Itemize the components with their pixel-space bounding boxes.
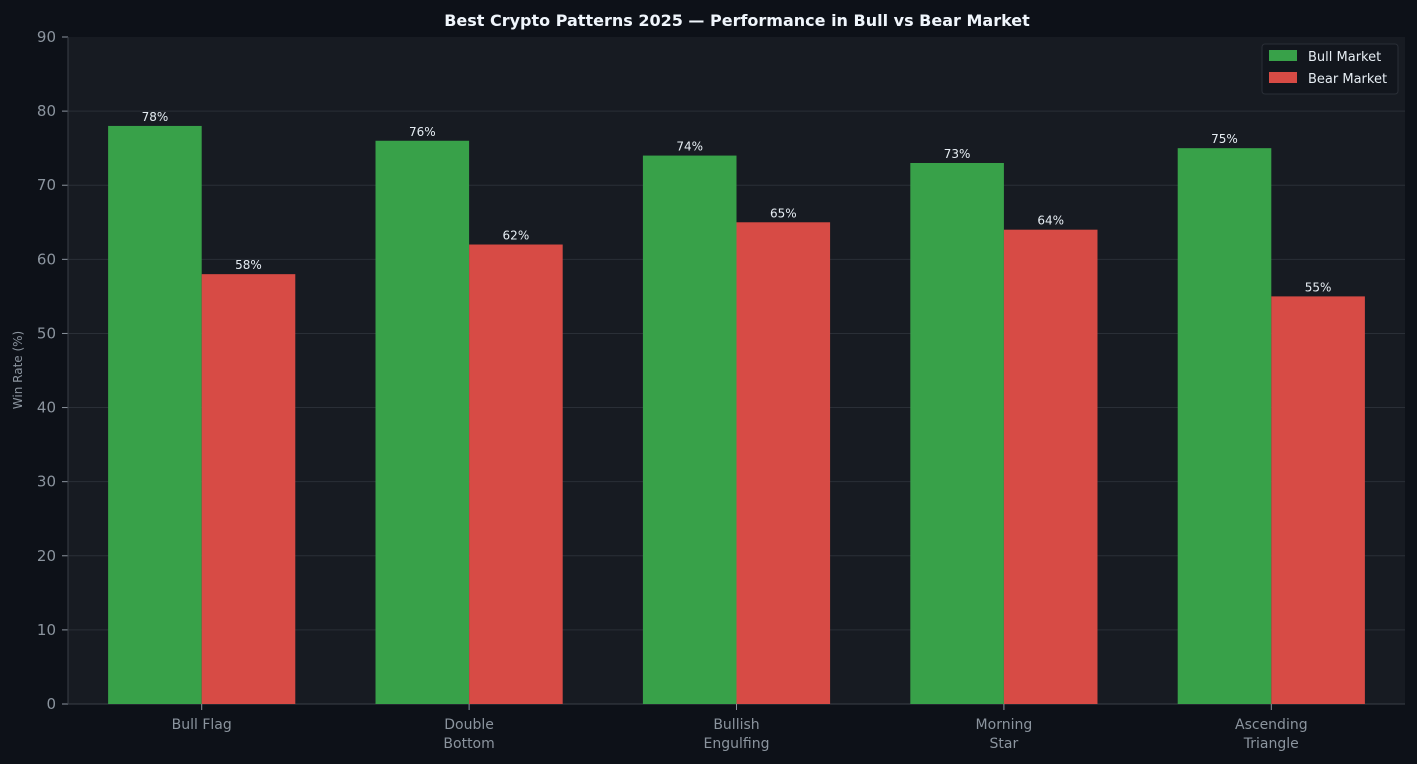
bar-value-label: 78% (142, 110, 169, 124)
bar-bear (1271, 296, 1365, 704)
bar-bull (375, 140, 470, 704)
y-tick-label: 90 (37, 28, 56, 46)
bar-bear (736, 222, 831, 704)
x-tick-label: Engulfing (704, 736, 770, 752)
x-tick-label: Triangle (1243, 736, 1299, 752)
x-tick-label: Bullish (713, 717, 759, 733)
x-tick-label: Double (444, 717, 494, 733)
y-tick-label: 30 (37, 473, 56, 491)
legend-swatch (1269, 72, 1297, 83)
y-tick-label: 0 (46, 695, 56, 713)
legend: Bull Market Bear Market (1261, 43, 1399, 95)
bar-bear (1003, 229, 1098, 704)
y-tick-label: 10 (37, 621, 56, 639)
bar-value-label: 55% (1305, 280, 1332, 294)
bar-bull (910, 162, 1004, 704)
bar-value-label: 75% (1211, 132, 1238, 146)
bar-value-label: 74% (676, 140, 703, 154)
bar-value-label: 64% (1037, 214, 1064, 228)
x-tick-label: Morning (976, 717, 1033, 733)
y-tick-label: 50 (37, 324, 56, 342)
bar-bull (642, 155, 737, 705)
bar-bear (201, 274, 296, 704)
bar-bull (108, 125, 202, 704)
y-tick-label: 80 (37, 102, 56, 120)
bars: 78% 58% 76% 62% 74% 65% 73% 64% 75% 55% (108, 110, 1365, 705)
legend-label: Bear Market (1308, 72, 1387, 87)
y-tick-label: 70 (37, 176, 56, 194)
bar-value-label: 73% (944, 147, 971, 161)
x-tick-label: Star (990, 736, 1019, 752)
x-tick-label: Bottom (443, 736, 494, 752)
bar-value-label: 65% (770, 206, 797, 220)
bar-value-label: 76% (409, 125, 436, 139)
x-axis: Bull Flag Double Bottom Bullish Engulfing Mor… (172, 704, 1308, 752)
bar-value-label: 58% (235, 258, 262, 272)
x-tick-label: Ascending (1235, 717, 1308, 733)
chart-title: Best Crypto Patterns 2025 — Performance … (444, 11, 1030, 30)
y-tick-label: 60 (37, 250, 56, 268)
bar-bull (1177, 148, 1272, 704)
y-axis-label: Win Rate (%) (11, 331, 25, 409)
x-tick-label: Bull Flag (172, 717, 232, 733)
legend-label: Bull Market (1308, 50, 1381, 65)
bar-bear (469, 244, 563, 704)
y-tick-label: 20 (37, 547, 56, 565)
bar-value-label: 62% (503, 229, 530, 243)
y-tick-label: 40 (37, 399, 56, 417)
legend-swatch (1269, 50, 1297, 61)
